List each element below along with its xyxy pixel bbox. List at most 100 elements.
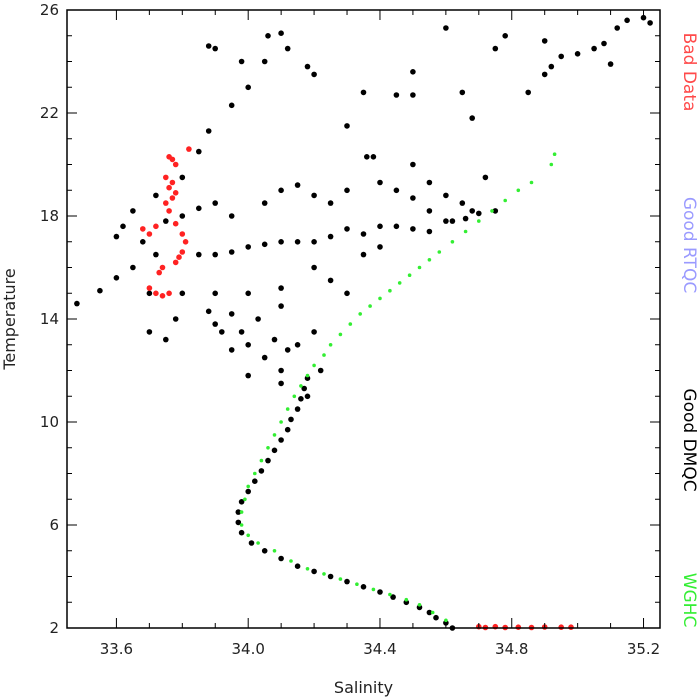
legend: Bad Data Good RTQC Good DMQC WGHC <box>679 33 699 628</box>
point-good-dmqc-23 <box>265 457 271 464</box>
point-good-dmqc-30 <box>301 385 308 392</box>
point-good-dmqc-61 <box>238 58 245 65</box>
point-good-dmqc-47 <box>97 287 103 294</box>
point-wghc-13 <box>397 281 402 285</box>
point-wghc-4 <box>503 198 508 203</box>
point-good-dmqc-71 <box>410 69 416 75</box>
point-bad-data-1 <box>169 156 176 163</box>
point-wghc-11 <box>417 265 422 270</box>
point-bad-data-8 <box>163 200 169 206</box>
point-wghc-3 <box>516 188 521 193</box>
point-good-dmqc-35 <box>238 329 245 335</box>
point-good-dmqc-64 <box>278 30 284 36</box>
point-good-dmqc-42 <box>179 290 186 297</box>
x-tick-label-2: 34.4 <box>363 640 396 658</box>
point-good-dmqc-80 <box>476 210 482 217</box>
point-good-dmqc-125 <box>278 380 284 387</box>
axis-ticks <box>67 9 660 629</box>
point-good-dmqc-134 <box>153 251 159 258</box>
point-good-dmqc-117 <box>327 277 334 284</box>
point-good-dmqc-2 <box>433 614 439 621</box>
point-good-dmqc-3 <box>426 609 433 616</box>
point-good-dmqc-121 <box>294 342 301 348</box>
point-good-dmqc-89 <box>548 63 555 70</box>
point-good-dmqc-81 <box>492 208 499 214</box>
point-good-dmqc-98 <box>647 20 653 26</box>
point-good-dmqc-66 <box>304 63 311 70</box>
point-good-dmqc-95 <box>614 25 620 31</box>
point-good-dmqc-31 <box>304 375 311 382</box>
point-bad-data-6 <box>172 190 179 196</box>
point-good-dmqc-24 <box>271 447 278 454</box>
point-good-dmqc-77 <box>443 192 449 199</box>
point-good-dmqc-28 <box>294 406 301 412</box>
point-wghc-47 <box>417 603 422 607</box>
point-wghc-39 <box>289 559 293 563</box>
x-tick-label-0: 33.6 <box>100 640 133 658</box>
point-good-dmqc-16 <box>238 529 245 536</box>
point-bad-data-17 <box>140 226 146 232</box>
point-wghc-48 <box>430 610 435 615</box>
point-good-dmqc-139 <box>212 200 218 206</box>
point-wghc-1 <box>549 162 554 167</box>
point-good-dmqc-53 <box>153 192 159 199</box>
point-good-dmqc-146 <box>344 187 350 194</box>
point-good-dmqc-34 <box>245 342 251 348</box>
point-good-dmqc-75 <box>410 161 416 168</box>
point-good-dmqc-32 <box>278 367 284 374</box>
legend-entry-wghc: WGHC <box>679 573 699 628</box>
point-bad-data-25 <box>166 290 172 297</box>
point-good-dmqc-85 <box>492 45 499 52</box>
point-good-dmqc-109 <box>294 239 301 245</box>
point-good-dmqc-102 <box>360 231 367 237</box>
point-good-dmqc-93 <box>601 40 607 47</box>
point-good-dmqc-50 <box>113 233 120 240</box>
point-good-dmqc-88 <box>541 71 548 78</box>
point-good-dmqc-27 <box>288 416 294 423</box>
point-good-dmqc-135 <box>140 239 146 245</box>
legend-entry-good-rtqc: Good RTQC <box>679 197 699 293</box>
point-good-dmqc-54 <box>179 174 186 181</box>
point-wghc-25 <box>292 394 297 399</box>
point-good-dmqc-105 <box>410 226 416 232</box>
x-tick-label-4: 35.2 <box>627 640 660 658</box>
point-good-dmqc-151 <box>443 218 449 224</box>
point-wghc-42 <box>338 577 343 581</box>
point-wghc-23 <box>305 373 310 378</box>
point-wghc-14 <box>388 288 392 293</box>
point-good-dmqc-84 <box>482 174 489 181</box>
point-good-dmqc-94 <box>607 61 614 67</box>
point-wghc-37 <box>256 541 260 545</box>
point-good-dmqc-6 <box>390 594 396 600</box>
point-wghc-27 <box>279 420 283 424</box>
point-good-dmqc-153 <box>462 215 469 222</box>
point-good-dmqc-91 <box>574 51 581 57</box>
point-wghc-28 <box>272 433 277 437</box>
point-bad-data-9 <box>166 208 172 214</box>
point-good-dmqc-63 <box>265 33 271 39</box>
y-tick-label-1: 6 <box>49 516 59 534</box>
point-good-dmqc-44 <box>245 290 251 297</box>
point-good-dmqc-17 <box>235 519 242 526</box>
point-bad-data-15 <box>172 259 179 266</box>
point-good-dmqc-129 <box>212 321 218 327</box>
point-good-dmqc-78 <box>459 200 466 206</box>
point-good-dmqc-126 <box>245 372 251 379</box>
point-good-dmqc-103 <box>377 223 383 230</box>
point-good-dmqc-9 <box>344 578 350 585</box>
point-good-dmqc-111 <box>261 241 268 248</box>
point-good-dmqc-36 <box>271 336 278 343</box>
point-bad-data-30 <box>515 624 522 630</box>
point-bad-data-12 <box>182 239 189 245</box>
point-good-dmqc-107 <box>327 233 334 240</box>
point-bad-data-2 <box>172 161 179 168</box>
point-bad-data-23 <box>153 290 159 297</box>
point-wghc-22 <box>312 363 316 368</box>
point-good-dmqc-51 <box>120 223 126 230</box>
point-good-dmqc-57 <box>228 102 235 109</box>
point-bad-data-3 <box>163 174 169 181</box>
point-good-dmqc-69 <box>393 92 400 98</box>
point-good-dmqc-48 <box>113 275 120 281</box>
point-wghc-18 <box>348 322 353 326</box>
